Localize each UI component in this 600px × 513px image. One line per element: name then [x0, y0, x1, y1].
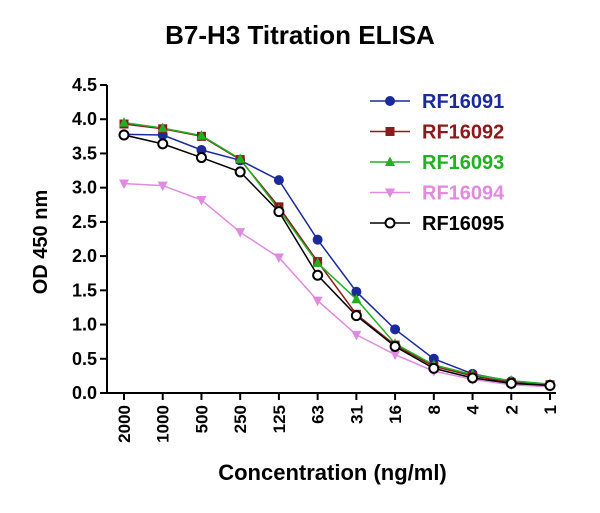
data-point-rf16094: [196, 195, 207, 206]
x-axis-label: Concentration (ng/ml): [218, 460, 447, 485]
data-point-rf16093: [196, 130, 207, 140]
y-tick-label: 4.5: [72, 75, 97, 95]
x-tick-label: 125: [270, 405, 289, 433]
x-tick-label: 1: [541, 405, 560, 414]
data-point-rf16095: [505, 377, 517, 389]
x-tick-label: 63: [309, 405, 328, 424]
y-tick-label: 4.0: [72, 109, 97, 129]
legend-label: RF16093: [422, 152, 504, 174]
y-tick-label: 1.0: [72, 315, 97, 335]
data-point-rf16094: [273, 253, 284, 263]
data-point-rf16095: [389, 340, 401, 352]
legend-marker: [385, 188, 395, 198]
series-line-rf16093: [123, 121, 551, 385]
data-point-rf16095: [312, 269, 324, 281]
y-tick-label: 0.0: [72, 383, 97, 403]
data-point-rf16094: [119, 179, 129, 190]
data-point-rf16094: [312, 296, 323, 307]
x-tick-label: 2: [502, 405, 521, 414]
data-point-rf16093: [312, 257, 323, 267]
data-point-rf16093: [235, 153, 246, 163]
x-tick-label: 2000: [115, 405, 134, 443]
data-point-rf16094: [235, 228, 246, 238]
y-tick-label: 3.5: [72, 143, 97, 163]
legend-label: RF16091: [422, 91, 504, 113]
data-point-rf16095: [350, 310, 362, 322]
legend-marker: [385, 96, 395, 106]
data-point-rf16095: [118, 129, 130, 141]
data-point-rf16093: [119, 117, 129, 127]
data-point-rf16094: [157, 181, 168, 192]
legend-label: RF16095: [422, 213, 504, 235]
x-tick-label: 16: [386, 405, 405, 424]
data-point-rf16095: [157, 138, 169, 150]
y-tick-label: 1.5: [72, 280, 97, 300]
data-point-rf16095: [544, 379, 556, 391]
legend-label: RF16092: [422, 122, 504, 144]
data-point-rf16093: [351, 293, 362, 304]
series-line-rf16095: [123, 134, 551, 387]
data-point-rf16091: [273, 175, 284, 186]
x-tick-label: 1000: [154, 405, 173, 443]
data-point-rf16095: [467, 372, 479, 384]
data-point-rf16095: [273, 206, 285, 218]
data-point-rf16093: [157, 122, 168, 133]
x-tick-label: 31: [347, 405, 366, 424]
data-point-rf16095: [428, 362, 440, 374]
legend-marker: [385, 127, 395, 136]
x-tick-label: 250: [231, 405, 250, 433]
legend-marker: [385, 156, 395, 166]
y-tick-label: 2.5: [72, 212, 97, 232]
x-tick-label: 8: [425, 405, 444, 414]
y-tick-label: 2.0: [72, 246, 97, 266]
chart-title: B7-H3 Titration ELISA: [165, 20, 435, 50]
data-point-rf16095: [234, 166, 246, 178]
data-point-rf16091: [312, 234, 323, 245]
y-tick-label: 3.0: [72, 178, 97, 198]
data-point-rf16091: [390, 324, 401, 335]
legend-marker: [384, 217, 396, 229]
legend-label: RF16094: [422, 183, 505, 205]
x-tick-label: 500: [192, 405, 211, 433]
data-point-rf16094: [351, 330, 362, 341]
data-point-rf16094: [390, 350, 401, 361]
series-line-rf16094: [123, 182, 551, 388]
y-tick-label: 0.5: [72, 349, 97, 369]
data-point-rf16095: [195, 152, 207, 164]
x-tick-label: 4: [464, 404, 483, 414]
